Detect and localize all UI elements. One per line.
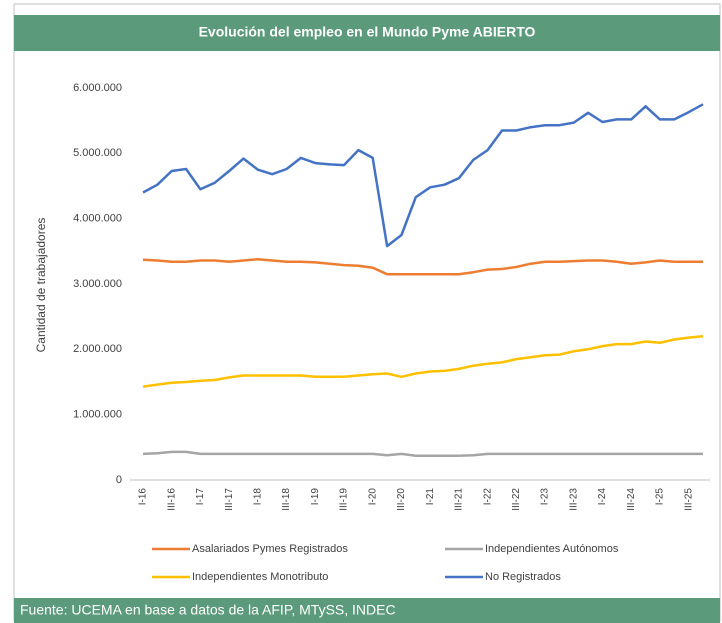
frame: [13, 3, 721, 622]
x-tick-label: I-22: [482, 488, 493, 506]
y-tick-label: 0: [116, 474, 122, 486]
x-tick-label: III-22: [511, 488, 522, 511]
y-axis-label: Cantidad de trabajadores: [34, 218, 48, 353]
series-line: [142, 103, 704, 248]
series-line: [142, 450, 703, 458]
x-tick-label: I-21: [425, 488, 436, 506]
y-tick-label: 6.000.000: [73, 82, 122, 94]
legend-label: No Registrados: [485, 571, 561, 583]
y-tick-label: 1.000.000: [73, 409, 122, 421]
x-tick-label: III-16: [166, 488, 177, 511]
series-line: [142, 257, 703, 276]
x-tick-label: I-23: [540, 488, 551, 506]
legend-label: Independientes Monotributo: [192, 571, 328, 583]
x-tick-label: III-19: [339, 488, 350, 511]
x-tick-label: III-25: [683, 488, 694, 511]
y-tick-label: 2.000.000: [73, 343, 122, 355]
source-bar: [14, 598, 720, 623]
title-bar: [14, 15, 720, 51]
y-tick-label: 5.000.000: [73, 147, 122, 159]
x-tick-label: I-20: [367, 488, 378, 506]
x-tick-label: III-18: [281, 488, 292, 511]
x-tick-label: I-18: [253, 488, 264, 506]
source: Fuente: UCEMA en base a datos de la AFIP…: [20, 602, 396, 618]
legend-label: Asalariados Pymes Registrados: [192, 543, 348, 555]
x-tick-label: I-25: [655, 488, 666, 506]
chart-title: Evolución del empleo en el Mundo Pyme AB…: [199, 24, 536, 40]
x-tick-label: I-19: [310, 488, 321, 506]
x-tick-label: III-23: [568, 488, 579, 511]
x-tick-label: I-16: [138, 488, 149, 506]
x-tick-label: I-17: [195, 488, 206, 506]
legend-label: Independientes Autónomos: [485, 543, 619, 555]
x-tick-label: III-17: [224, 488, 235, 511]
x-tick-label: III-20: [396, 488, 407, 511]
series-line: [142, 335, 704, 388]
y-tick-label: 4.000.000: [73, 213, 122, 225]
x-tick-label: III-24: [626, 488, 637, 511]
y-tick-label: 3.000.000: [73, 278, 122, 290]
x-tick-label: III-21: [454, 488, 465, 511]
x-tick-label: I-24: [597, 488, 608, 506]
